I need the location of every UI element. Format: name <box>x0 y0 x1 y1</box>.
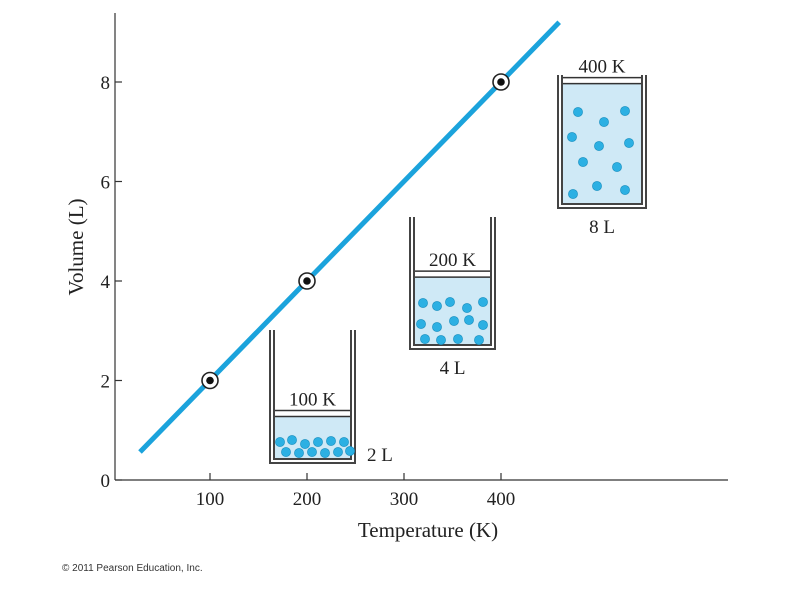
gas-molecule <box>345 446 355 456</box>
gas-molecule <box>436 335 446 345</box>
volume-label: 2 L <box>367 445 393 466</box>
gas-molecule <box>462 303 472 313</box>
gas-molecule <box>333 447 343 457</box>
gas-molecule <box>453 334 463 344</box>
volume-label: 4 L <box>440 358 466 379</box>
temperature-label: 100 K <box>289 389 336 410</box>
beaker-1: 100 K 2 L <box>269 330 393 466</box>
gas-molecule <box>624 138 634 148</box>
gas-molecule <box>445 297 455 307</box>
gas-molecule <box>599 117 609 127</box>
data-point <box>497 78 505 86</box>
gas-molecule <box>594 141 604 151</box>
beaker-wall <box>409 217 496 350</box>
beakers-group: 100 K 2 L 200 K 4 L 400 K 8 L <box>269 57 647 466</box>
gas-molecule <box>464 315 474 325</box>
y-tick-label: 2 <box>101 372 111 393</box>
copyright-text: © 2011 Pearson Education, Inc. <box>62 563 203 574</box>
y-tick-label: 4 <box>101 272 111 293</box>
beaker-wall <box>269 330 356 464</box>
gas-molecule <box>620 106 630 116</box>
x-tick-label: 100 <box>196 489 225 510</box>
y-tick-label: 6 <box>101 173 111 194</box>
gas-molecule <box>300 439 310 449</box>
gas-molecule <box>420 334 430 344</box>
temperature-label: 200 K <box>429 250 476 271</box>
beaker-inner-wall <box>413 217 492 346</box>
volume-label: 8 L <box>589 217 615 238</box>
gas-molecule <box>568 189 578 199</box>
gas-molecule <box>478 297 488 307</box>
gas-molecule <box>320 448 330 458</box>
y-tick-label: 0 <box>101 471 111 492</box>
gas-molecule <box>432 322 442 332</box>
gas-molecule <box>418 298 428 308</box>
gas-region <box>414 277 491 345</box>
gas-molecule <box>578 157 588 167</box>
gas-molecule <box>478 320 488 330</box>
x-axis-title: Temperature (K) <box>358 518 498 542</box>
gas-molecule <box>339 437 349 447</box>
x-tick-label: 300 <box>390 489 419 510</box>
gas-molecule <box>612 162 622 172</box>
beaker-wall <box>557 75 647 209</box>
data-point <box>206 376 214 385</box>
ticks-group: 0 2 4 6 8 100 200 300 400 <box>101 73 516 510</box>
gas-molecule <box>307 447 317 457</box>
x-tick-label: 200 <box>293 489 322 510</box>
beaker-inner-wall <box>561 75 643 205</box>
temperature-label: 400 K <box>579 57 626 78</box>
x-tick-label: 400 <box>487 489 516 510</box>
gas-molecule <box>275 437 285 447</box>
gas-molecule <box>573 107 583 117</box>
y-tick-label: 8 <box>101 73 111 94</box>
beaker-inner-wall <box>273 330 352 460</box>
gas-molecule <box>294 448 304 458</box>
gas-molecule <box>287 435 297 445</box>
gas-molecule <box>449 316 459 326</box>
series-group <box>138 20 561 454</box>
gas-molecule <box>326 436 336 446</box>
gas-molecule <box>567 132 577 142</box>
data-point <box>303 277 311 285</box>
gas-molecule <box>281 447 291 457</box>
y-axis-title: Volume (L) <box>64 198 88 295</box>
beaker-3: 400 K 8 L <box>557 57 647 238</box>
gas-molecule <box>474 335 484 345</box>
gas-molecule <box>432 301 442 311</box>
gas-molecule <box>313 437 323 447</box>
beaker-2: 200 K 4 L <box>409 217 496 379</box>
gas-molecule <box>620 185 630 195</box>
gas-molecule <box>592 181 602 191</box>
gas-molecule <box>416 319 426 329</box>
